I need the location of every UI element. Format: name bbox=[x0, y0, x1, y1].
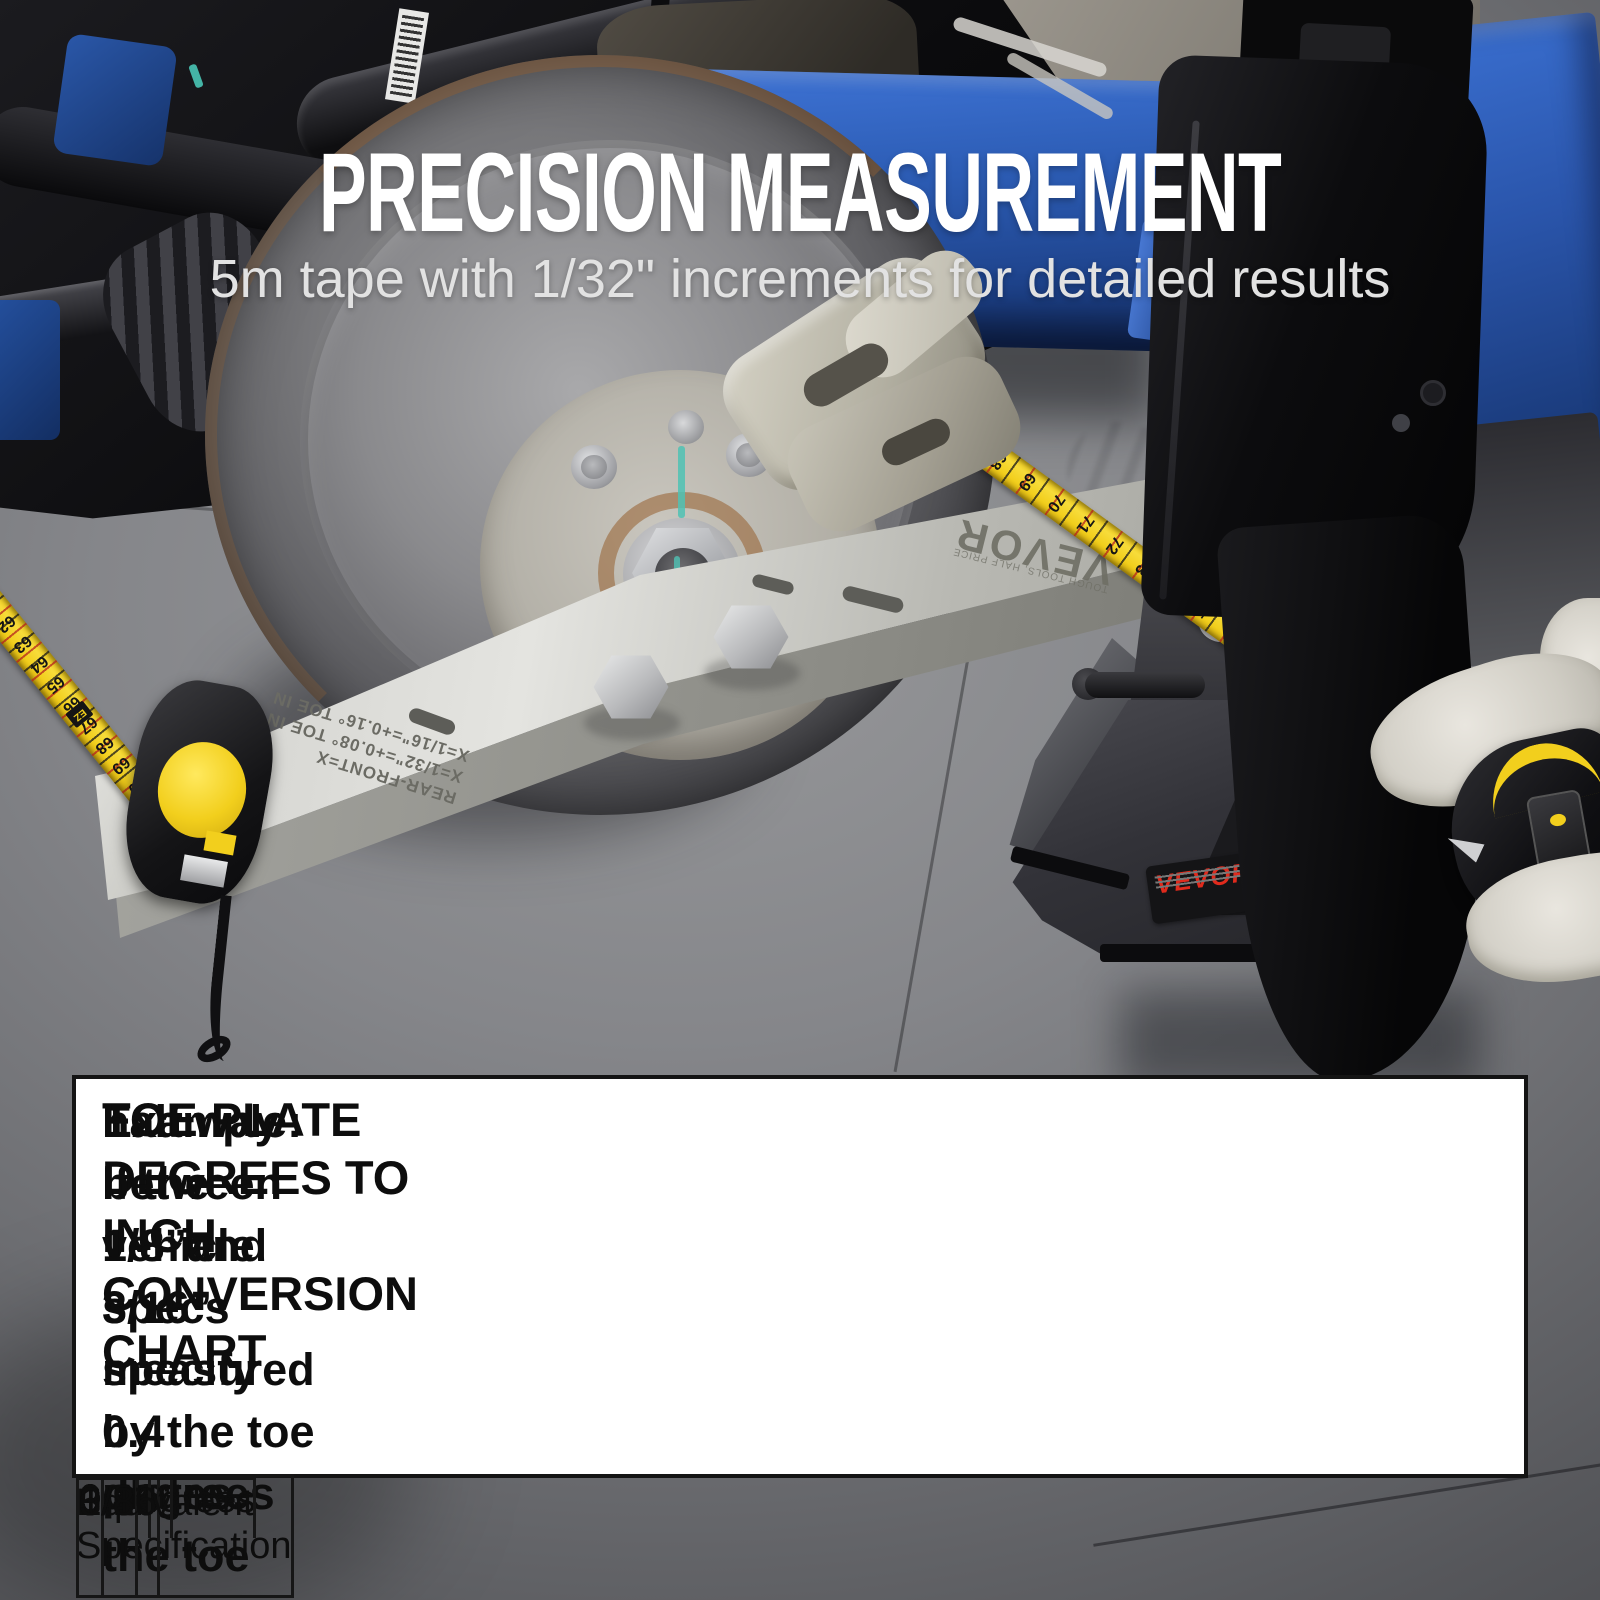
conversion-chart-header: TOE PLATE DEGREES TO INCH CONVERSION CHA… bbox=[76, 1079, 418, 1600]
toe-plate bbox=[95, 470, 1175, 940]
flap-clip bbox=[1392, 414, 1410, 432]
blue-subframe bbox=[0, 300, 60, 440]
ratchet-handle bbox=[1085, 672, 1205, 698]
toe-plate-hex-bolt bbox=[713, 605, 789, 669]
conversion-chart-title: TOE PLATE DEGREES TO INCH CONVERSION CHA… bbox=[102, 1093, 418, 1378]
toe-plate-hex-bolt bbox=[593, 655, 669, 719]
table-cell: 0.48 bbox=[76, 1474, 160, 1598]
hero-title: PRECISION MEASUREMENT bbox=[318, 130, 1282, 255]
alignment-paint-mark bbox=[678, 446, 685, 518]
conversion-chart-example-line2: half way between 1/8”and 3/16” measured … bbox=[102, 1096, 315, 1519]
blue-subframe bbox=[52, 32, 178, 168]
hero-subtitle: 5m tape with 1/32" increments for detail… bbox=[209, 249, 1391, 309]
conversion-chart-panel: TOE PLATE DEGREES TO INCH CONVERSION CHA… bbox=[72, 1075, 1528, 1600]
flap-rivet bbox=[1420, 380, 1446, 406]
wheel-stud bbox=[571, 445, 617, 489]
rotor-set-screw bbox=[668, 410, 704, 444]
table-cell: 3/8” bbox=[76, 1474, 148, 1538]
